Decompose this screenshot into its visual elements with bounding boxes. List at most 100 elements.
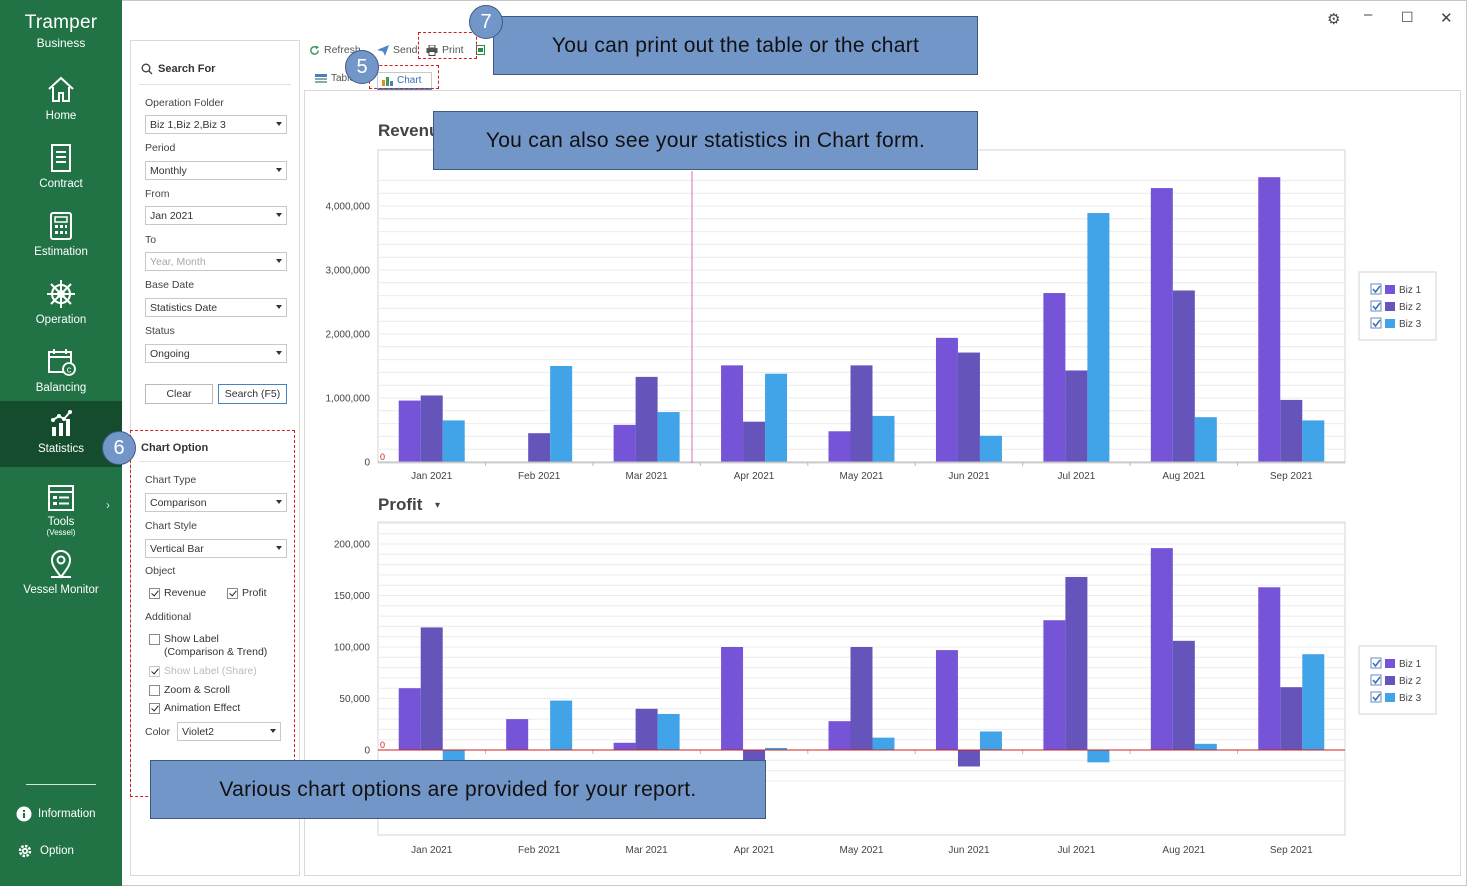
bar xyxy=(872,737,895,750)
zoom-scroll-label: Zoom & Scroll xyxy=(164,684,230,696)
search-button[interactable]: Search (F5) xyxy=(218,384,287,404)
bar xyxy=(957,352,980,462)
chart-area: 0 1,000,000 2,000,000 3,000,000 4,000,000 0 Ja… xyxy=(304,90,1461,876)
sidebar-item-operation[interactable]: Operation xyxy=(0,272,122,338)
bar xyxy=(721,365,744,462)
information-button[interactable]: Information xyxy=(16,806,96,822)
charts-svg: 0 1,000,000 2,000,000 3,000,000 4,000,000 0 Ja… xyxy=(326,121,1437,856)
legend-label: Biz 1 xyxy=(1399,285,1422,296)
revenue-checkbox[interactable]: Revenue xyxy=(149,587,206,599)
x-tick-label: Aug 2021 xyxy=(1162,845,1205,856)
bar xyxy=(743,421,766,462)
bar xyxy=(1150,188,1173,462)
bar xyxy=(506,719,529,750)
sidebar-item-tools[interactable]: Tools (Vessel) › xyxy=(0,476,122,542)
print-button[interactable]: Print xyxy=(426,44,464,56)
sidebar-item-estimation[interactable]: Estimation xyxy=(0,204,122,270)
status-value: Ongoing xyxy=(150,348,190,360)
tab-chart[interactable]: Chart xyxy=(377,72,433,90)
bar xyxy=(957,750,980,767)
animation-label: Animation Effect xyxy=(164,702,241,714)
zero-marker: 0 xyxy=(380,740,385,750)
from-select[interactable]: Jan 2021 xyxy=(145,206,287,225)
option-button[interactable]: Option xyxy=(16,842,74,860)
bar xyxy=(398,400,421,462)
show-label-line2: (Comparison & Trend) xyxy=(164,646,268,658)
checkbox-icon xyxy=(149,685,160,696)
print-label: Print xyxy=(442,44,464,56)
tab-chart-label: Chart xyxy=(397,75,422,86)
bar xyxy=(1194,743,1217,750)
x-tick-label: Apr 2021 xyxy=(734,471,775,482)
x-tick-label: Sep 2021 xyxy=(1270,471,1313,482)
sidebar-item-balancing[interactable]: c Balancing xyxy=(0,340,122,406)
bar xyxy=(635,708,658,750)
check-icon xyxy=(1372,319,1381,328)
settings-gear-icon[interactable]: ⚙ xyxy=(1327,11,1341,28)
sidebar-item-label: Balancing xyxy=(35,382,87,394)
y-tick-label: 50,000 xyxy=(339,694,370,705)
sidebar-item-label: Operation xyxy=(35,314,87,326)
bar xyxy=(1258,177,1281,462)
chevron-down-icon xyxy=(276,122,282,126)
bar xyxy=(828,721,851,750)
sidebar-item-vessel-monitor[interactable]: Vessel Monitor xyxy=(0,542,122,608)
check-icon xyxy=(227,588,238,599)
check-icon xyxy=(1372,659,1381,668)
excel-export-button[interactable] xyxy=(476,45,485,55)
show-label-share-checkbox[interactable]: Show Label (Share) xyxy=(149,665,257,677)
zoom-scroll-checkbox[interactable]: Zoom & Scroll xyxy=(149,684,230,696)
status-select[interactable]: Ongoing xyxy=(145,344,287,363)
svg-text:c: c xyxy=(67,365,72,375)
callout-chart: You can also see your statistics in Char… xyxy=(433,111,978,170)
close-icon[interactable]: ✕ xyxy=(1440,10,1453,27)
bar xyxy=(528,433,551,462)
sidebar-item-contract[interactable]: Contract xyxy=(0,136,122,202)
clear-button[interactable]: Clear xyxy=(145,384,213,404)
x-tick-label: Aug 2021 xyxy=(1162,471,1205,482)
bar xyxy=(635,376,658,462)
sidebar-item-statistics[interactable]: Statistics xyxy=(0,401,122,467)
chevron-down-icon xyxy=(276,213,282,217)
sidebar-item-label: Estimation xyxy=(34,246,88,258)
bar xyxy=(743,750,766,761)
legend-checkbox xyxy=(1370,317,1382,329)
color-select[interactable]: Violet2 xyxy=(177,722,281,741)
option-label: Option xyxy=(40,845,74,857)
chart-option-highlight xyxy=(130,430,295,797)
chart-type-select[interactable]: Comparison xyxy=(145,493,287,512)
chart-tab-highlight xyxy=(369,65,439,89)
send-button[interactable]: Send xyxy=(377,44,418,56)
check-icon xyxy=(1372,676,1381,685)
bar xyxy=(1087,750,1110,763)
sidebar-item-home[interactable]: Home xyxy=(0,68,122,134)
operation-folder-select[interactable]: Biz 1,Biz 2,Biz 3 xyxy=(145,115,287,134)
chevron-right-icon[interactable]: › xyxy=(106,498,110,512)
period-select[interactable]: Monthly xyxy=(145,161,287,180)
divider xyxy=(139,461,291,462)
animation-checkbox[interactable]: Animation Effect xyxy=(149,702,240,714)
bar xyxy=(765,747,788,750)
to-select[interactable]: Year, Month xyxy=(145,252,287,271)
x-tick-label: Feb 2021 xyxy=(518,471,561,482)
send-label: Send xyxy=(393,44,418,56)
base-date-select[interactable]: Statistics Date xyxy=(145,298,287,317)
chart-title: Revenu xyxy=(378,121,439,140)
x-tick-label: Apr 2021 xyxy=(734,845,775,856)
maximize-icon[interactable]: ☐ xyxy=(1401,9,1414,25)
tab-table[interactable]: Table xyxy=(315,73,355,84)
sidebar: Tramper Business Home Contract Estimatio… xyxy=(0,0,122,886)
bar xyxy=(872,415,895,462)
gear-icon xyxy=(18,844,32,858)
additional-label: Additional xyxy=(145,611,192,623)
bar xyxy=(1065,576,1088,750)
bar xyxy=(613,742,636,750)
period-label: Period xyxy=(145,142,176,154)
bar xyxy=(442,750,465,761)
y-tick-label: 0 xyxy=(364,746,370,757)
legend-checkbox xyxy=(1370,674,1382,686)
chart-style-select[interactable]: Vertical Bar xyxy=(145,539,287,558)
minimize-icon[interactable]: – xyxy=(1364,6,1373,23)
show-label-checkbox[interactable]: Show Label (Comparison & Trend) xyxy=(149,633,267,659)
profit-checkbox[interactable]: Profit xyxy=(227,587,267,599)
